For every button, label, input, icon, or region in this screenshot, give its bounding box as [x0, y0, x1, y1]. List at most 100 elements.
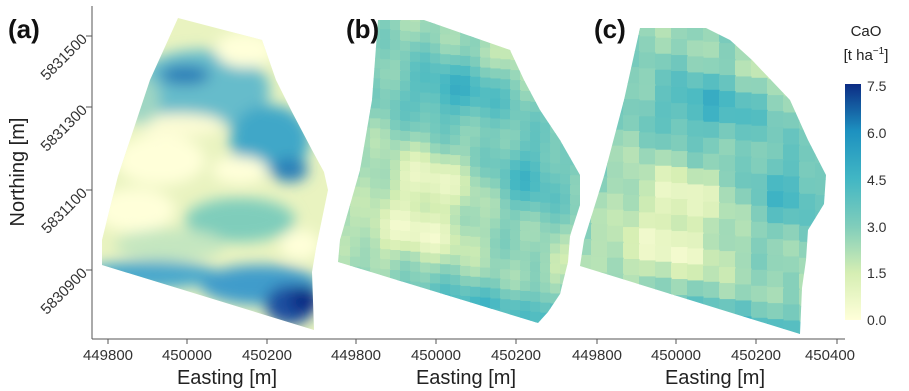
panel-b-cell	[480, 97, 491, 109]
panel-b-cell	[560, 44, 571, 55]
panel-b-cell	[470, 216, 481, 228]
panel-c-cell	[703, 217, 720, 235]
panel-b-cell	[560, 244, 571, 255]
panel-c-cell	[655, 277, 672, 295]
panel-c-cell	[815, 179, 826, 196]
panel-b-cell	[420, 152, 431, 164]
panel-b-cell	[570, 315, 580, 323]
panel-b-cell	[580, 206, 591, 217]
panel-c-cell	[815, 163, 826, 180]
panel-b-cell	[570, 335, 581, 346]
panel-b-cell	[510, 150, 521, 161]
panel-c-cell	[799, 113, 816, 131]
panel-c-cell	[767, 31, 784, 48]
panel-b-cell	[400, 320, 411, 323]
panel-b-cell	[350, 66, 361, 78]
panel-b-cell	[390, 20, 401, 31]
panel-c-cell	[591, 64, 608, 81]
panel-c-cell	[687, 168, 704, 186]
panel-c-cell	[623, 163, 640, 180]
panel-b-cell	[338, 85, 341, 96]
panel-b-cell	[360, 267, 371, 279]
panel-c-cell	[607, 129, 624, 147]
panel-c-cell	[751, 109, 768, 127]
panel-b-cell	[500, 179, 511, 190]
panel-c-grid	[580, 28, 826, 334]
panel-b-cell	[520, 180, 531, 192]
panel-c-cell	[767, 207, 784, 224]
panel-b-cell	[580, 106, 591, 117]
x-tick-label: 450000	[162, 347, 212, 364]
panel-c-cell	[719, 235, 736, 252]
panel-b-cell	[430, 73, 441, 84]
panel-b-cell	[440, 74, 451, 85]
panel-b-cell	[500, 129, 511, 140]
panel-b-cell	[420, 333, 431, 344]
panel-c-cell	[671, 215, 688, 232]
panel-b-cell	[430, 193, 441, 204]
panel-b-cell	[470, 26, 481, 38]
panel-b-cell	[570, 225, 580, 236]
panel-b-cell	[490, 38, 501, 50]
panel-b-cell	[540, 22, 551, 34]
panel-b-cell	[370, 208, 381, 219]
panel-b-cell	[340, 255, 351, 267]
panel-b-cell	[360, 147, 371, 159]
panel-b-cell	[450, 55, 461, 66]
panel-b-cell	[520, 240, 531, 252]
panel-b-cell	[510, 310, 521, 321]
panel-b-cell	[400, 200, 411, 212]
panel-c-cell	[687, 56, 704, 74]
panel-b-cell	[430, 63, 441, 74]
panel-c-cell	[687, 40, 704, 58]
panel-c-cell	[639, 324, 656, 334]
panel-c-cell	[799, 209, 816, 227]
panel-b-cell	[500, 139, 511, 150]
panel-b-cell	[570, 305, 580, 316]
panel-b-cell	[550, 43, 561, 55]
panel-b-cell	[380, 299, 391, 310]
panel-c-cell	[719, 123, 736, 140]
panel-b-cell	[350, 96, 361, 108]
x-tick-label: 449800	[83, 347, 133, 364]
panel-b-cell	[560, 134, 571, 145]
panel-b-cell	[450, 285, 461, 296]
panel-b-cell	[490, 198, 501, 210]
panel-b-cell	[470, 296, 481, 308]
panel-b-cell	[350, 146, 361, 158]
panel-b-cell	[400, 140, 411, 152]
panel-b-cell	[560, 24, 571, 35]
panel-b-cell	[360, 127, 371, 139]
panel-b-cell	[520, 40, 531, 52]
panel-b-cell	[460, 25, 471, 37]
panel-b-grid	[338, 20, 591, 346]
panel-b-cell	[400, 270, 411, 282]
panel-b-cell	[530, 151, 541, 163]
panel-b-cell	[530, 91, 541, 103]
panel-b-cell	[490, 328, 501, 339]
legend-tick-label: 4.5	[867, 172, 887, 188]
panel-b-cell	[580, 296, 591, 307]
panel-b-cell	[340, 145, 351, 157]
panel-b-cell	[580, 116, 591, 127]
panel-b-cell	[338, 195, 341, 206]
panel-b-cell	[410, 101, 421, 113]
panel-b-cell	[440, 244, 451, 255]
panel-b-cell	[450, 175, 461, 186]
panel-b-cell	[410, 121, 421, 133]
panel-c-cell	[639, 276, 656, 293]
panel-b-cell	[340, 85, 351, 97]
panel-b-cell	[580, 66, 591, 77]
panel-b-cell	[400, 70, 411, 82]
panel-b-cell	[370, 168, 381, 179]
panel-b-cell	[430, 253, 441, 264]
panel-b-cell	[430, 33, 441, 44]
panel-b-cell	[420, 112, 431, 124]
panel-c-cell	[751, 285, 768, 303]
panel-b-cell	[390, 260, 401, 271]
panel-c-cell	[799, 81, 816, 99]
panel-c-cell	[767, 95, 784, 112]
panel-b-cell	[510, 300, 521, 311]
panel-b-cell	[420, 192, 431, 204]
panel-b-cell	[410, 241, 421, 253]
